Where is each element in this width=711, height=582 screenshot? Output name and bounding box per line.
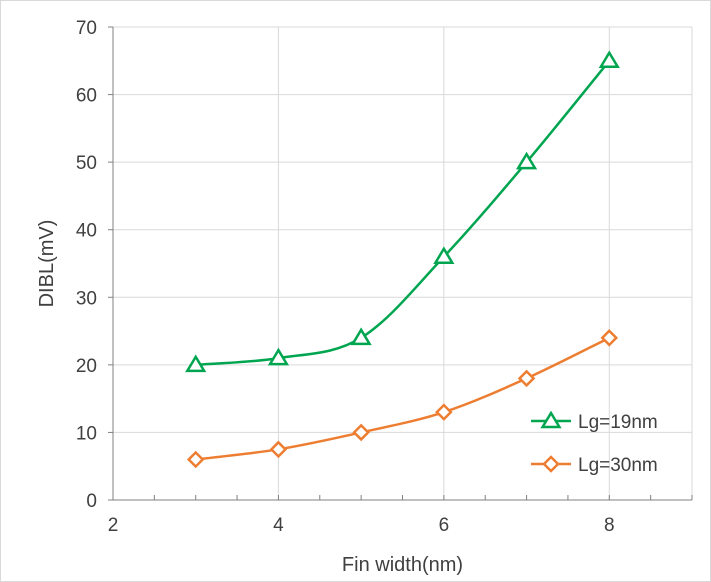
data-point-triangle <box>598 50 620 69</box>
series-group <box>185 50 620 469</box>
y-tick-label: 70 <box>76 18 97 39</box>
data-point-diamond <box>352 423 370 442</box>
x-tick-label: 6 <box>439 515 450 536</box>
data-point-triangle <box>350 327 372 346</box>
series-1 <box>185 50 620 373</box>
y-tick-label: 10 <box>76 423 97 444</box>
x-tick-labels: 2 4 6 8 <box>108 515 615 536</box>
legend-marker-diamond <box>542 455 560 473</box>
legend-item: Lg=30nm <box>531 455 658 476</box>
y-tick-label: 60 <box>76 86 97 107</box>
series-line <box>195 336 610 461</box>
legend-label: Lg=30nm <box>578 455 658 476</box>
data-point-diamond <box>186 450 205 469</box>
data-point-diamond <box>517 369 536 388</box>
x-tick-label: 2 <box>108 515 119 536</box>
data-point-diamond <box>435 403 453 421</box>
data-point-triangle <box>433 246 455 264</box>
data-point-triangle <box>267 347 290 366</box>
y-tick-label: 0 <box>86 491 97 512</box>
legend: Lg=19nm Lg=30nm <box>531 410 658 476</box>
x-tick-label: 8 <box>604 515 615 536</box>
y-tick-label: 30 <box>76 288 97 309</box>
y-tick-label: 40 <box>76 221 97 242</box>
y-tick-labels: 0 10 20 30 40 50 60 70 <box>76 18 97 512</box>
data-point-diamond <box>600 329 619 347</box>
data-point-triangle <box>515 151 538 170</box>
y-axis-title: DIBL(mV) <box>36 220 58 308</box>
legend-label: Lg=19nm <box>578 412 658 433</box>
data-point-triangle <box>185 354 207 373</box>
axes <box>108 26 693 501</box>
y-tick-label: 20 <box>76 356 97 377</box>
y-tick-label: 50 <box>76 153 97 174</box>
series-line <box>195 59 611 367</box>
data-point-diamond <box>269 440 288 459</box>
series-2 <box>186 329 619 469</box>
x-axis-title: Fin width(nm) <box>342 554 463 576</box>
x-tick-label: 4 <box>273 515 284 536</box>
legend-marker-triangle <box>540 410 562 429</box>
legend-item: Lg=19nm <box>531 410 658 433</box>
